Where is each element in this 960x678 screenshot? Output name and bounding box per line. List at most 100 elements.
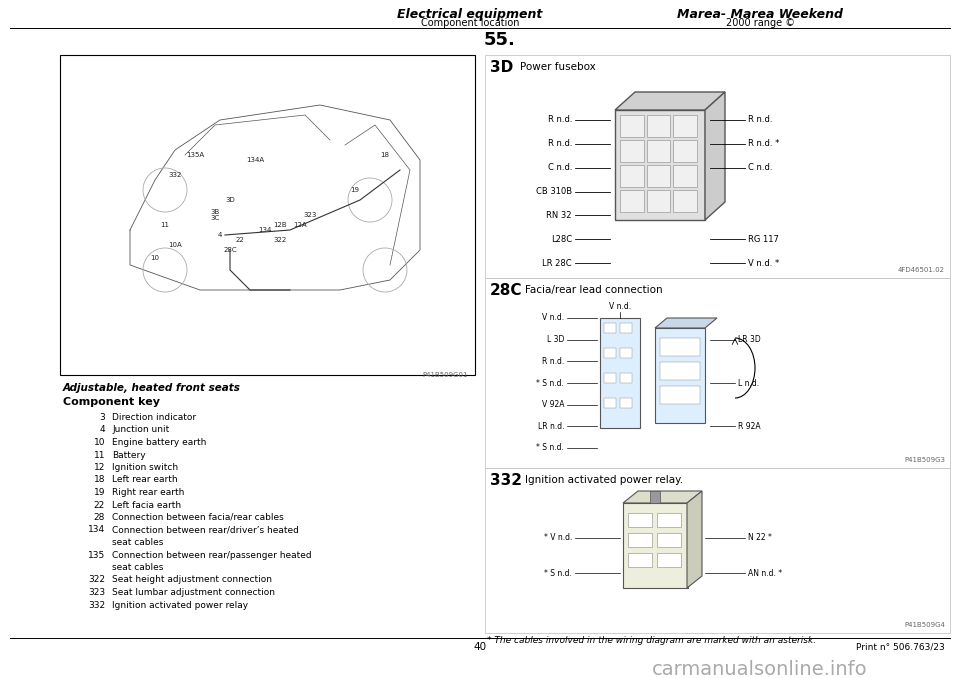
Polygon shape — [705, 92, 725, 220]
Bar — [620, 348, 632, 358]
Text: 12: 12 — [94, 463, 105, 472]
Text: 3B
3C: 3B 3C — [210, 209, 220, 222]
Text: * S n.d.: * S n.d. — [544, 568, 572, 578]
Text: R n.d.: R n.d. — [748, 115, 773, 125]
Text: Connection between rear/driver’s heated: Connection between rear/driver’s heated — [112, 525, 299, 534]
Text: 22: 22 — [235, 237, 245, 243]
Text: 12B: 12B — [274, 222, 287, 228]
Bar — [620, 190, 643, 212]
Bar — [647, 165, 670, 187]
Bar — [60, 55, 475, 375]
Text: L n.d.: L n.d. — [738, 378, 759, 388]
Text: V n.d.: V n.d. — [609, 302, 631, 311]
Bar — [485, 468, 950, 633]
Text: 28: 28 — [94, 513, 105, 522]
Text: 4FD46501.02: 4FD46501.02 — [898, 267, 945, 273]
Text: Seat lumbar adjustment connection: Seat lumbar adjustment connection — [112, 588, 275, 597]
Text: R 92A: R 92A — [738, 422, 760, 431]
Polygon shape — [615, 92, 725, 110]
Text: Connection between facia/rear cables: Connection between facia/rear cables — [112, 513, 284, 522]
Bar — [620, 398, 632, 408]
Bar — [647, 140, 670, 162]
Text: 12A: 12A — [293, 222, 307, 228]
Text: Electrical equipment: Electrical equipment — [397, 8, 542, 21]
Bar — [620, 373, 632, 383]
Text: 18: 18 — [93, 475, 105, 485]
Text: 134: 134 — [88, 525, 105, 534]
Text: * The cables involved in the wiring diagram are marked with an asterisk.: * The cables involved in the wiring diag… — [487, 636, 816, 645]
Text: L 3D: L 3D — [546, 335, 564, 344]
Text: Ignition activated power relay.: Ignition activated power relay. — [525, 475, 684, 485]
Text: 40: 40 — [473, 642, 487, 652]
Bar — [615, 110, 705, 220]
Bar — [660, 338, 700, 356]
Text: Print n° 506.763/23: Print n° 506.763/23 — [856, 642, 945, 651]
Bar — [604, 373, 616, 383]
Text: 4: 4 — [218, 232, 222, 238]
Text: C n.d.: C n.d. — [748, 163, 773, 172]
Bar — [485, 278, 950, 468]
Polygon shape — [687, 491, 702, 588]
Text: Right rear earth: Right rear earth — [112, 488, 184, 497]
Text: 18: 18 — [380, 152, 390, 158]
Text: L28C: L28C — [551, 235, 572, 243]
Bar — [650, 491, 660, 503]
Text: R n.d.: R n.d. — [547, 140, 572, 148]
Bar — [673, 165, 697, 187]
Bar — [673, 115, 697, 137]
Text: R n.d.: R n.d. — [541, 357, 564, 366]
Polygon shape — [655, 318, 717, 328]
Text: 22: 22 — [94, 500, 105, 509]
Text: Engine battery earth: Engine battery earth — [112, 438, 206, 447]
Text: 19: 19 — [350, 187, 359, 193]
Text: 135: 135 — [87, 551, 105, 559]
Text: 323: 323 — [88, 588, 105, 597]
Text: 3D: 3D — [490, 60, 514, 75]
Text: 134A: 134A — [246, 157, 264, 163]
Text: P41B509G4: P41B509G4 — [904, 622, 945, 628]
Bar — [65, 58, 470, 370]
Text: 332: 332 — [88, 601, 105, 610]
Text: P41B509G01: P41B509G01 — [422, 372, 468, 378]
Text: 3: 3 — [99, 413, 105, 422]
Text: * V n.d.: * V n.d. — [543, 534, 572, 542]
Bar — [647, 115, 670, 137]
Text: 332: 332 — [490, 473, 522, 488]
Text: Battery: Battery — [112, 450, 146, 460]
Bar — [657, 533, 681, 547]
Bar — [673, 190, 697, 212]
Text: 19: 19 — [93, 488, 105, 497]
Text: Direction indicator: Direction indicator — [112, 413, 196, 422]
Text: LR 28C: LR 28C — [542, 258, 572, 268]
Polygon shape — [623, 491, 702, 503]
Bar — [628, 533, 652, 547]
Text: LR n.d.: LR n.d. — [538, 422, 564, 431]
Bar — [623, 503, 688, 588]
Text: * S n.d.: * S n.d. — [536, 443, 564, 452]
Text: 134: 134 — [258, 227, 272, 233]
Bar — [620, 323, 632, 333]
Text: C n.d.: C n.d. — [547, 163, 572, 172]
Text: V n.d.: V n.d. — [541, 313, 564, 323]
Bar — [628, 553, 652, 567]
Text: LR 3D: LR 3D — [738, 335, 760, 344]
Text: AN n.d. *: AN n.d. * — [748, 568, 782, 578]
Text: Component key: Component key — [63, 397, 160, 407]
Text: 135A: 135A — [186, 152, 204, 158]
Bar — [620, 115, 643, 137]
Text: * S n.d.: * S n.d. — [536, 378, 564, 388]
Text: 4: 4 — [100, 426, 105, 435]
Text: Component location: Component location — [420, 18, 519, 28]
Text: Connection between rear/passenger heated: Connection between rear/passenger heated — [112, 551, 312, 559]
Text: Facia/rear lead connection: Facia/rear lead connection — [525, 285, 662, 295]
Text: 10: 10 — [93, 438, 105, 447]
Bar — [485, 55, 950, 278]
Text: 11: 11 — [93, 450, 105, 460]
Bar — [600, 318, 640, 428]
Text: P41B509G3: P41B509G3 — [904, 457, 945, 463]
Bar — [657, 553, 681, 567]
Text: 2000 range ©: 2000 range © — [726, 18, 795, 28]
Text: 28C: 28C — [490, 283, 522, 298]
Text: 10A: 10A — [168, 242, 181, 248]
Bar — [620, 140, 643, 162]
